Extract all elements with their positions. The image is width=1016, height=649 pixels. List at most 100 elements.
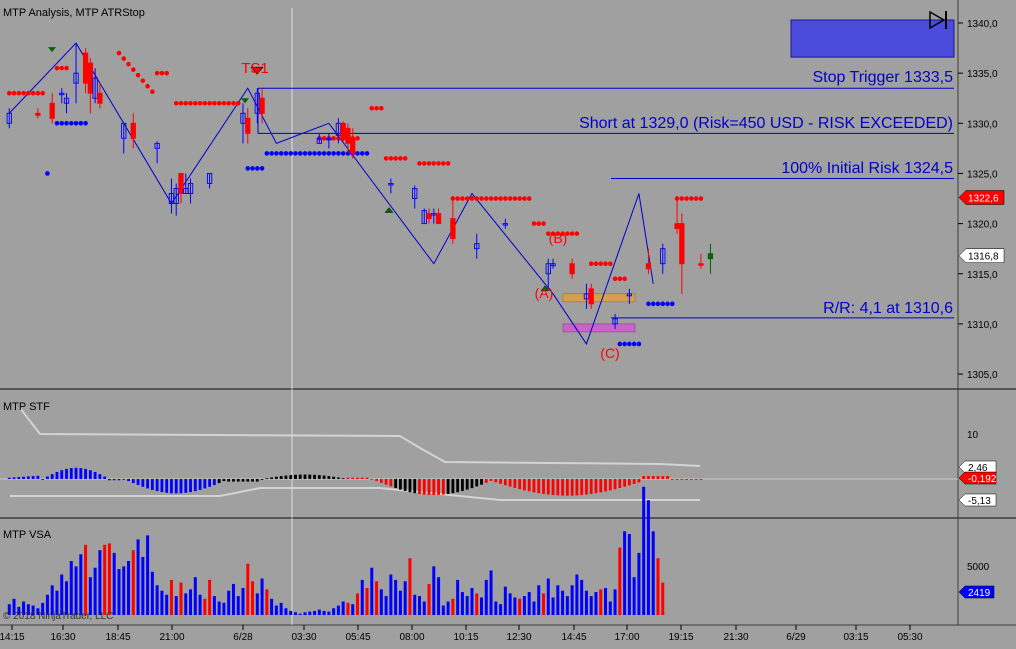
vsa-bar bbox=[131, 550, 135, 615]
vsa-bar bbox=[22, 601, 26, 615]
stf-bar bbox=[112, 479, 116, 481]
time-tick-label: 14:45 bbox=[561, 632, 586, 643]
vsa-bar bbox=[584, 590, 588, 615]
stf-value-label: -5,13 bbox=[968, 496, 991, 507]
signal-marker bbox=[241, 98, 249, 104]
vsa-bar bbox=[308, 611, 312, 615]
time-tick-label: 10:15 bbox=[453, 632, 478, 643]
play-end-icon[interactable] bbox=[929, 10, 947, 30]
atr-stop-dot bbox=[560, 231, 565, 236]
atr-stop-dot bbox=[598, 261, 604, 267]
axes: 1305,0 1310,0 1315,0 1320,0 1325,0 1330,0 1335… bbox=[0, 19, 1005, 643]
atr-stop-dot bbox=[660, 301, 666, 307]
vsa-bar bbox=[456, 579, 460, 615]
vsa-bar bbox=[293, 612, 297, 615]
stf-bar bbox=[174, 479, 178, 494]
stf-value-marker bbox=[958, 460, 997, 474]
copyright-text: © 2018 NinjaTrader, LLC bbox=[3, 611, 113, 622]
vsa-bar bbox=[489, 570, 493, 615]
stf-bar bbox=[604, 479, 607, 492]
vsa-bar bbox=[532, 601, 536, 615]
vsa-bar bbox=[575, 574, 579, 615]
atr-stop-dot bbox=[59, 121, 65, 126]
candle-body bbox=[474, 243, 480, 250]
stf-bar bbox=[131, 479, 135, 484]
time-tick-label: 18:45 bbox=[105, 632, 130, 643]
vsa-bar bbox=[570, 585, 574, 615]
vsa-bar bbox=[174, 596, 178, 615]
atr-stop-dot bbox=[154, 70, 160, 76]
vsa-bar bbox=[74, 566, 78, 615]
atr-stop-dot bbox=[526, 196, 532, 201]
stf-bar bbox=[503, 479, 507, 486]
atr-stop-dot bbox=[307, 151, 313, 156]
atr-stop-dot bbox=[130, 67, 136, 72]
vsa-bar bbox=[103, 544, 107, 615]
atr-stop-dot bbox=[140, 78, 146, 83]
stf-bar bbox=[7, 477, 11, 479]
stf-bar bbox=[546, 479, 550, 495]
stf-bar bbox=[484, 479, 488, 483]
vsa-bar bbox=[408, 558, 412, 615]
vsa-bar bbox=[146, 535, 150, 615]
time-tick-label: 21:30 bbox=[723, 632, 748, 643]
vsa-bar bbox=[107, 543, 111, 615]
stf-bar bbox=[327, 476, 331, 479]
stf-bar bbox=[651, 476, 655, 479]
stf-bar bbox=[270, 477, 274, 479]
atr-stop-dot bbox=[631, 341, 637, 347]
atr-stop-dot bbox=[59, 65, 65, 71]
atr-stop-dot bbox=[355, 136, 360, 141]
stf-bar bbox=[341, 478, 345, 480]
vsa-bar bbox=[542, 593, 546, 615]
vsa-bar bbox=[203, 598, 207, 615]
atr-stop-dot bbox=[321, 151, 327, 156]
vsa-bar bbox=[618, 547, 622, 615]
candle-body bbox=[426, 213, 432, 220]
stf-bar bbox=[594, 479, 598, 494]
stf-bar bbox=[565, 479, 569, 496]
atr-stop-dot bbox=[536, 221, 542, 226]
vsa-bar bbox=[284, 608, 288, 615]
vsa-bar bbox=[384, 596, 388, 615]
stf-bar bbox=[437, 479, 440, 495]
stf-tick-label: 10 bbox=[967, 430, 979, 441]
vsa-bar bbox=[212, 596, 216, 615]
candle-body bbox=[49, 102, 55, 119]
stf-value-label: -0,192 bbox=[968, 474, 997, 485]
stf-bar bbox=[227, 479, 231, 482]
atr-stop-dot bbox=[545, 231, 551, 236]
atr-stop-dot bbox=[283, 151, 289, 156]
atr-stop-dot bbox=[503, 196, 508, 201]
stf-bar bbox=[379, 479, 383, 483]
signal-marker bbox=[540, 285, 550, 291]
stf-bar bbox=[313, 474, 316, 479]
vsa-bar bbox=[12, 598, 16, 615]
vsa-bar bbox=[260, 578, 264, 615]
candle-body bbox=[178, 172, 184, 194]
vsa-bar bbox=[451, 598, 455, 615]
atr-stop-dot bbox=[522, 196, 527, 201]
candle-body bbox=[569, 263, 575, 275]
atr-stop-dot bbox=[474, 196, 480, 201]
stf-bar bbox=[317, 475, 321, 479]
stf-bar bbox=[360, 477, 364, 479]
vsa-bar bbox=[465, 596, 469, 615]
vsa-bar bbox=[370, 567, 374, 615]
stf-bar bbox=[647, 476, 650, 479]
vsa-bar bbox=[460, 592, 464, 615]
candle-body bbox=[82, 52, 89, 84]
vsa-bar bbox=[608, 601, 612, 615]
stf-bar bbox=[370, 479, 374, 480]
time-tick-label: 6/28 bbox=[233, 632, 253, 643]
vsa-bar bbox=[599, 589, 603, 615]
vsa-bar bbox=[208, 579, 212, 615]
stf-bar bbox=[260, 479, 264, 480]
stf-bar bbox=[432, 479, 436, 495]
atr-stop-dot bbox=[574, 231, 580, 236]
stf-bar bbox=[627, 479, 631, 486]
stf-bar bbox=[88, 470, 92, 479]
stf-value-label: 2,46 bbox=[968, 463, 988, 474]
stf-bar bbox=[26, 476, 30, 479]
atr-stop-dot bbox=[565, 231, 570, 236]
